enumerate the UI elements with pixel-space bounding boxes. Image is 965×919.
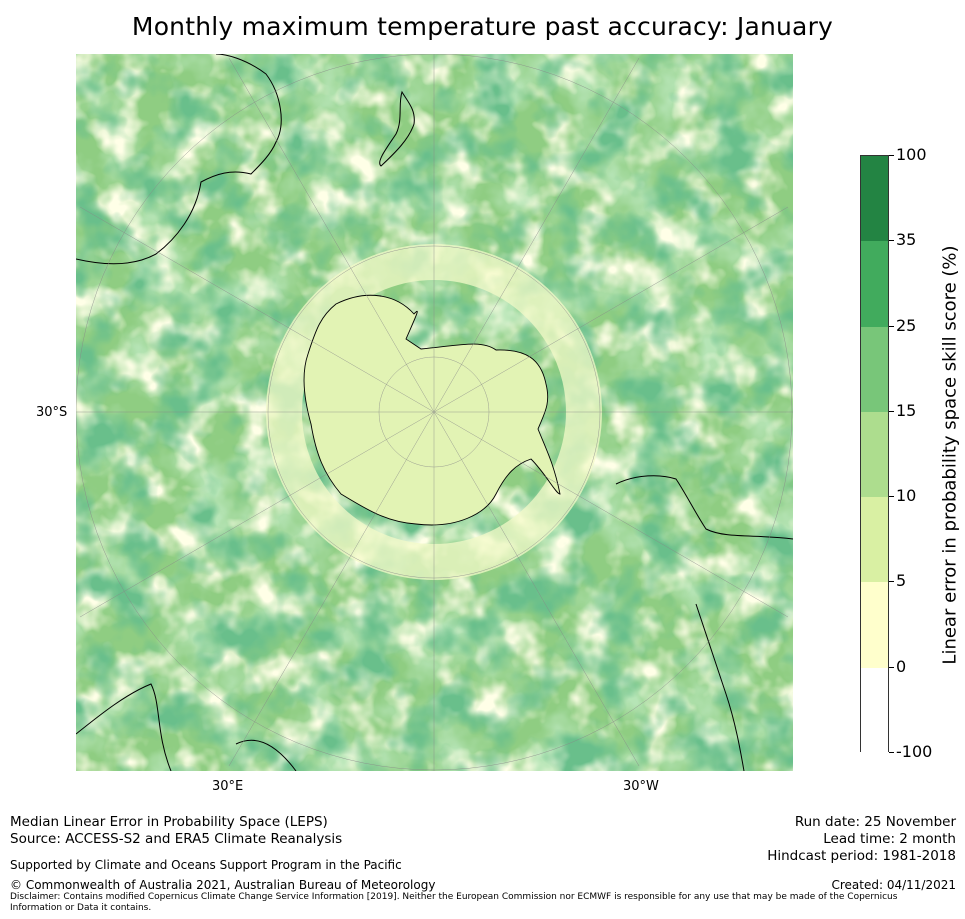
colorbar-tick-label: 35 [896,230,917,250]
colorbar-segment [861,667,888,753]
colorbar-segment [861,241,888,327]
lat-label-30s: 30°S [36,405,68,420]
colorbar-segment [861,497,888,583]
south-america-coast [615,475,793,540]
colorbar-tick-label: 5 [896,571,907,591]
colorbar-tickmark [889,581,894,583]
colorbar-tickmark [889,155,894,156]
colorbar [860,155,889,753]
colorbar-segment [861,326,888,412]
footer-line1: Median Linear Error in Probability Space… [10,814,328,830]
lon-label-30e: 30°E [212,779,244,794]
colorbar-tickmark [889,240,894,242]
lon-label-30w: 30°W [623,779,659,794]
footer-support: Supported by Climate and Oceans Support … [10,858,402,872]
colorbar-tickmark [889,666,894,668]
map-graphic [76,54,793,771]
colorbar-segment [861,582,888,668]
colorbar-tickmark [889,496,894,498]
colorbar-tickmark [889,410,894,412]
colorbar-segment [861,411,888,498]
footer-disclaimer: Disclaimer: Contains modified Copernicus… [10,892,898,913]
run-date: Run date: 25 November [794,814,956,830]
colorbar-segment [861,156,888,242]
colorbar-tick-label: -100 [896,742,933,761]
antarctica-outline [303,294,561,526]
chart-title: Monthly maximum temperature past accurac… [131,12,834,41]
created-date: Created: 04/11/2021 [831,878,956,892]
colorbar-tick-label: 10 [896,486,917,506]
polar-map [76,54,793,771]
footer-copyright: © Commonwealth of Australia 2021, Austra… [10,878,436,892]
colorbar-tick-label: 25 [896,315,917,335]
graticule [76,54,793,771]
colorbar-tickmark [889,325,894,327]
colorbar-tick-label: 15 [896,400,917,420]
colorbar-tick-label: 0 [896,656,907,676]
footer-line2: Source: ACCESS-S2 and ERA5 Climate Reana… [10,831,343,847]
colorbar-tickmark [889,752,894,753]
lead-time: Lead time: 2 month [823,831,956,847]
new-zealand [379,90,415,167]
hindcast-period: Hindcast period: 1981-2018 [767,848,956,864]
africa-coast [76,683,172,771]
colorbar-tick-label: 100 [896,145,927,164]
australia-coast [76,54,282,265]
